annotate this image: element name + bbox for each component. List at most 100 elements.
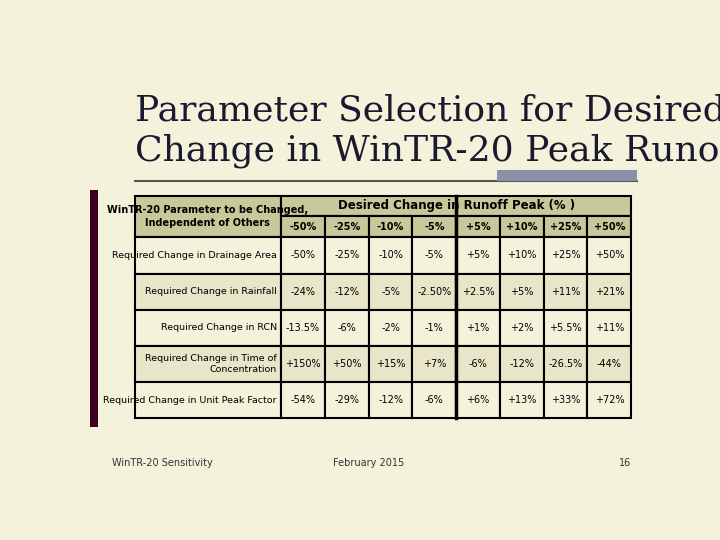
Text: +13%: +13% xyxy=(507,395,536,405)
Text: Required Change in RCN: Required Change in RCN xyxy=(161,323,276,332)
Text: +10%: +10% xyxy=(507,251,536,260)
FancyBboxPatch shape xyxy=(544,382,588,418)
Text: +21%: +21% xyxy=(595,287,624,296)
Text: +15%: +15% xyxy=(376,359,405,369)
FancyBboxPatch shape xyxy=(544,238,588,274)
Text: +72%: +72% xyxy=(595,395,624,405)
FancyBboxPatch shape xyxy=(135,310,281,346)
FancyBboxPatch shape xyxy=(413,310,456,346)
Text: -24%: -24% xyxy=(291,287,315,296)
FancyBboxPatch shape xyxy=(413,238,456,274)
Text: WinTR-20 Sensitivity: WinTR-20 Sensitivity xyxy=(112,458,213,468)
FancyBboxPatch shape xyxy=(456,382,500,418)
FancyBboxPatch shape xyxy=(90,190,99,427)
FancyBboxPatch shape xyxy=(544,346,588,382)
Text: 16: 16 xyxy=(619,458,631,468)
FancyBboxPatch shape xyxy=(135,196,281,238)
FancyBboxPatch shape xyxy=(135,382,281,418)
FancyBboxPatch shape xyxy=(456,216,500,238)
Text: Desired Change in Runoff Peak (% ): Desired Change in Runoff Peak (% ) xyxy=(338,199,575,212)
Text: -54%: -54% xyxy=(291,395,315,405)
FancyBboxPatch shape xyxy=(500,216,544,238)
Text: +5%: +5% xyxy=(510,287,534,296)
FancyBboxPatch shape xyxy=(281,310,325,346)
Text: -2%: -2% xyxy=(381,323,400,333)
Text: -5%: -5% xyxy=(424,221,444,232)
FancyBboxPatch shape xyxy=(135,346,281,382)
Text: -25%: -25% xyxy=(333,221,361,232)
Text: +25%: +25% xyxy=(550,221,581,232)
FancyBboxPatch shape xyxy=(281,382,325,418)
FancyBboxPatch shape xyxy=(588,346,631,382)
Text: Required Change in Unit Peak Factor: Required Change in Unit Peak Factor xyxy=(103,396,276,404)
FancyBboxPatch shape xyxy=(588,238,631,274)
Text: +50%: +50% xyxy=(595,251,624,260)
FancyBboxPatch shape xyxy=(135,274,281,310)
Text: +11%: +11% xyxy=(595,323,624,333)
Text: -5%: -5% xyxy=(381,287,400,296)
Text: -44%: -44% xyxy=(597,359,622,369)
FancyBboxPatch shape xyxy=(325,382,369,418)
Text: Required Change in Time of
Concentration: Required Change in Time of Concentration xyxy=(145,354,276,374)
Text: -12%: -12% xyxy=(509,359,534,369)
Text: -26.5%: -26.5% xyxy=(549,359,582,369)
Text: -6%: -6% xyxy=(469,359,487,369)
FancyBboxPatch shape xyxy=(413,274,456,310)
Text: Required Change in Rainfall: Required Change in Rainfall xyxy=(145,287,276,296)
FancyBboxPatch shape xyxy=(369,238,413,274)
Text: +5%: +5% xyxy=(467,251,490,260)
Text: +2%: +2% xyxy=(510,323,534,333)
Text: +5.5%: +5.5% xyxy=(549,323,582,333)
FancyBboxPatch shape xyxy=(544,216,588,238)
FancyBboxPatch shape xyxy=(281,346,325,382)
Text: -6%: -6% xyxy=(425,395,444,405)
FancyBboxPatch shape xyxy=(281,196,631,216)
Text: -29%: -29% xyxy=(334,395,359,405)
Text: +7%: +7% xyxy=(423,359,446,369)
FancyBboxPatch shape xyxy=(281,238,325,274)
Text: -13.5%: -13.5% xyxy=(286,323,320,333)
Text: -2.50%: -2.50% xyxy=(417,287,451,296)
Text: -25%: -25% xyxy=(334,251,359,260)
FancyBboxPatch shape xyxy=(500,382,544,418)
Text: +1%: +1% xyxy=(467,323,490,333)
FancyBboxPatch shape xyxy=(369,274,413,310)
FancyBboxPatch shape xyxy=(325,310,369,346)
Text: +50%: +50% xyxy=(594,221,625,232)
FancyBboxPatch shape xyxy=(413,346,456,382)
FancyBboxPatch shape xyxy=(500,346,544,382)
Text: +6%: +6% xyxy=(467,395,490,405)
FancyBboxPatch shape xyxy=(498,170,637,181)
FancyBboxPatch shape xyxy=(413,382,456,418)
Text: -1%: -1% xyxy=(425,323,444,333)
FancyBboxPatch shape xyxy=(588,382,631,418)
FancyBboxPatch shape xyxy=(544,274,588,310)
Text: -10%: -10% xyxy=(378,251,403,260)
FancyBboxPatch shape xyxy=(500,310,544,346)
Text: -50%: -50% xyxy=(291,251,315,260)
FancyBboxPatch shape xyxy=(456,238,500,274)
FancyBboxPatch shape xyxy=(325,346,369,382)
FancyBboxPatch shape xyxy=(325,274,369,310)
FancyBboxPatch shape xyxy=(544,310,588,346)
FancyBboxPatch shape xyxy=(369,310,413,346)
FancyBboxPatch shape xyxy=(413,216,456,238)
FancyBboxPatch shape xyxy=(456,274,500,310)
FancyBboxPatch shape xyxy=(456,346,500,382)
Text: +150%: +150% xyxy=(285,359,321,369)
Text: +5%: +5% xyxy=(466,221,490,232)
FancyBboxPatch shape xyxy=(500,274,544,310)
FancyBboxPatch shape xyxy=(135,238,281,274)
Text: +11%: +11% xyxy=(551,287,580,296)
FancyBboxPatch shape xyxy=(369,382,413,418)
FancyBboxPatch shape xyxy=(281,274,325,310)
Text: +33%: +33% xyxy=(551,395,580,405)
Text: +10%: +10% xyxy=(506,221,538,232)
Text: -10%: -10% xyxy=(377,221,404,232)
FancyBboxPatch shape xyxy=(369,216,413,238)
FancyBboxPatch shape xyxy=(456,310,500,346)
FancyBboxPatch shape xyxy=(325,216,369,238)
Text: -12%: -12% xyxy=(334,287,359,296)
Text: -5%: -5% xyxy=(425,251,444,260)
FancyBboxPatch shape xyxy=(500,238,544,274)
